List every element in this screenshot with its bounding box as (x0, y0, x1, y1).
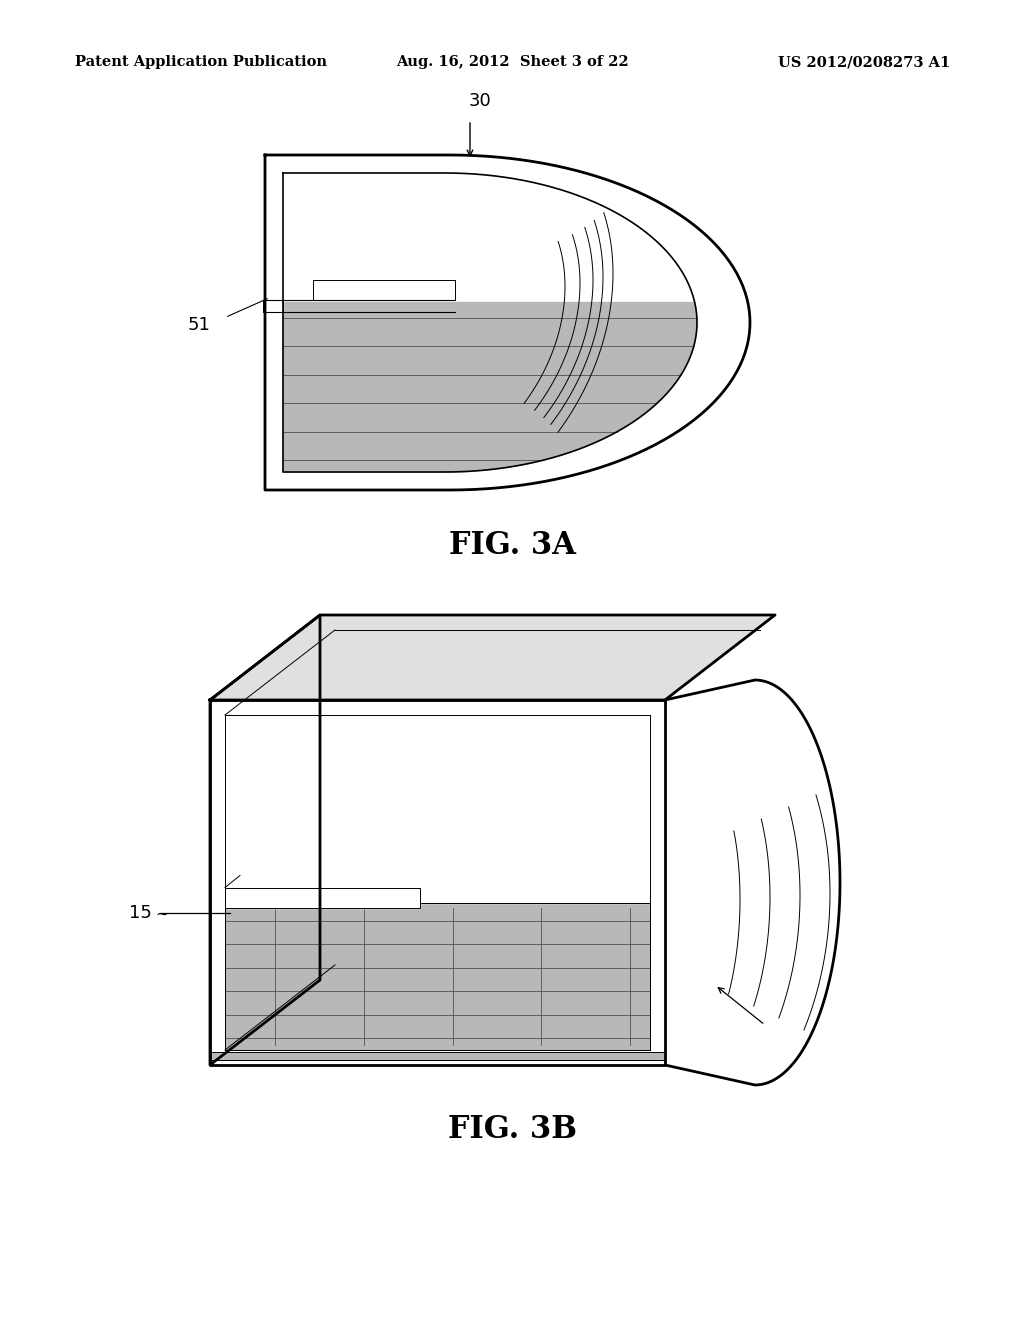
Polygon shape (210, 615, 319, 1065)
Text: US 2012/0208273 A1: US 2012/0208273 A1 (778, 55, 950, 69)
Text: Patent Application Publication: Patent Application Publication (75, 55, 327, 69)
Polygon shape (283, 302, 697, 473)
Polygon shape (265, 154, 750, 490)
Polygon shape (665, 680, 840, 1085)
Polygon shape (225, 903, 650, 1049)
Text: 30: 30 (469, 92, 492, 110)
Polygon shape (225, 715, 650, 903)
Text: ~: ~ (156, 907, 168, 921)
Text: FIG. 3B: FIG. 3B (447, 1114, 577, 1146)
Polygon shape (225, 887, 420, 908)
Text: 51: 51 (187, 317, 210, 334)
Polygon shape (210, 1052, 665, 1060)
Text: 21: 21 (775, 1020, 798, 1039)
Polygon shape (263, 280, 455, 312)
Polygon shape (283, 302, 697, 473)
Text: Aug. 16, 2012  Sheet 3 of 22: Aug. 16, 2012 Sheet 3 of 22 (395, 55, 629, 69)
Text: 15: 15 (129, 903, 152, 921)
Polygon shape (210, 615, 775, 700)
Polygon shape (210, 700, 665, 1065)
Text: FIG. 3A: FIG. 3A (449, 529, 575, 561)
Polygon shape (283, 173, 697, 473)
